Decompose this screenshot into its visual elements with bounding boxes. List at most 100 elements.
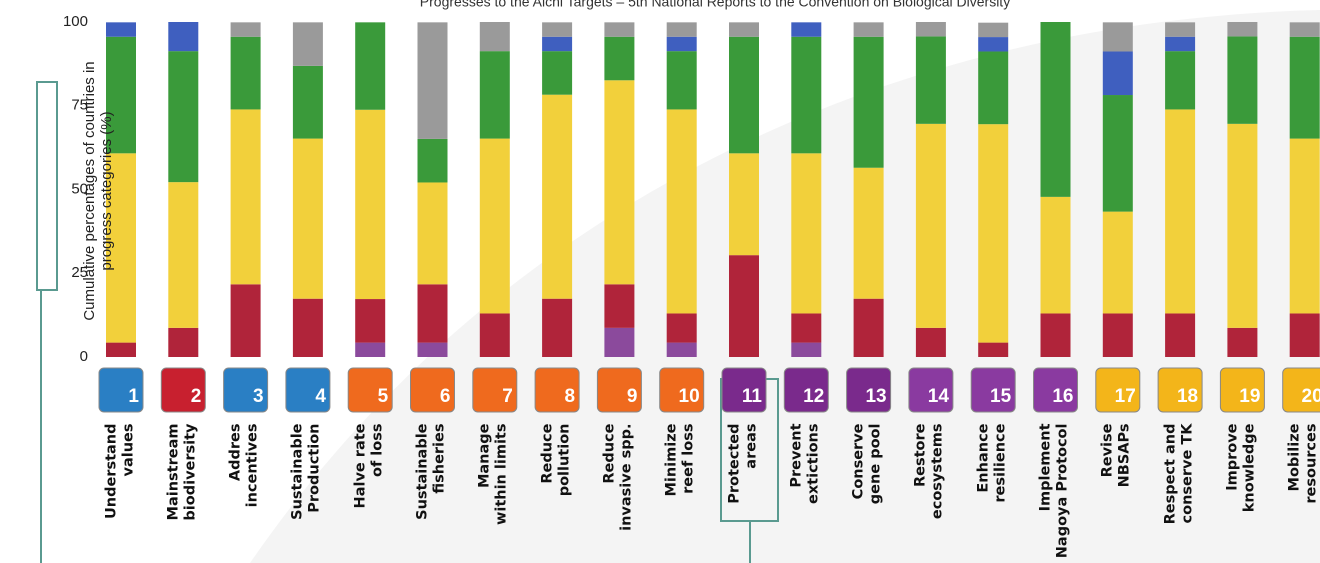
bar-segment (418, 182, 448, 284)
target-icon: 6 (411, 368, 455, 412)
bar-segment (916, 22, 946, 36)
target-icon: 11 (722, 368, 766, 412)
bar-segment (729, 37, 759, 154)
bar-segment (604, 328, 634, 357)
x-tick-label: Reduce invasive spp. (601, 423, 637, 563)
x-tick-label: Halve rate of loss (352, 423, 388, 563)
icon-number: 6 (440, 386, 451, 407)
bar-segment (1227, 328, 1257, 357)
bar-segment (231, 109, 261, 284)
target-icon: 2 (161, 368, 205, 412)
bar-segment (1165, 51, 1195, 109)
bar-segment (1103, 22, 1133, 51)
bar-segment (542, 95, 572, 299)
bar-segment (1165, 22, 1195, 36)
bar-segment (231, 37, 261, 110)
bar-segment (854, 299, 884, 357)
bar-segment (729, 255, 759, 357)
bar-segment (542, 37, 572, 51)
y-tick-label: 0 (80, 348, 88, 365)
icon-number: 2 (191, 386, 202, 407)
bar-segment (1290, 22, 1320, 36)
target-icon: 9 (597, 368, 641, 412)
bar-segment (293, 139, 323, 299)
target-icon: 14 (909, 368, 953, 412)
bar-segment (1227, 22, 1257, 36)
target-icon: 10 (660, 368, 704, 412)
target-icon: 17 (1096, 368, 1140, 412)
bar-segment (667, 22, 697, 36)
bar-segment (854, 22, 884, 36)
x-tick-label: Respect and conserve TK (1162, 423, 1198, 563)
target-icon: 15 (971, 368, 1015, 412)
x-tick-label: Protected areas (726, 423, 762, 563)
bar-segment (729, 153, 759, 255)
bar-segment (1103, 95, 1133, 212)
bar-segment (542, 299, 572, 357)
chart-title: Progresses to the Aichi Targets – 5th Na… (420, 0, 1010, 10)
bar-segment (355, 110, 385, 299)
bar-segment (916, 328, 946, 357)
bar-segment (355, 343, 385, 357)
page: Progresses to the Aichi Targets – 5th Na… (0, 0, 1320, 563)
icon-number: 10 (679, 386, 700, 407)
y-tick-label: 100 (63, 13, 88, 30)
bar-segment (480, 22, 510, 51)
bar-segment (916, 36, 946, 123)
icon-number: 18 (1177, 386, 1198, 407)
bar-segment (418, 343, 448, 357)
bar-segment (293, 22, 323, 66)
bar-segment (542, 22, 572, 36)
target-icon: 18 (1158, 368, 1202, 412)
bar-segment (1041, 22, 1071, 197)
x-tick-label: Restore ecosystems (913, 423, 949, 563)
target-icon: 19 (1220, 368, 1264, 412)
icon-number: 8 (565, 386, 576, 407)
x-tick-label: Prevent extictions (788, 423, 824, 563)
highlight-box (37, 82, 57, 290)
bar-segment (1103, 212, 1133, 314)
bar-segment (667, 343, 697, 357)
x-tick-label: Sustainable Production (290, 423, 326, 563)
x-tick-label: Minimize reef loss (664, 423, 700, 563)
x-tick-label: Reduce pollution (539, 423, 575, 563)
bar-segment (667, 109, 697, 313)
target-icon: 20 (1283, 368, 1320, 412)
icon-number: 9 (627, 386, 638, 407)
bar-segment (667, 313, 697, 342)
x-tick-label: Improve knowledge (1224, 423, 1260, 563)
bar-segment (168, 22, 198, 51)
bar-segment (978, 51, 1008, 124)
x-tick-label: Implement Nagoya Protocol (1038, 423, 1074, 563)
x-tick-label: Revise NBSAPs (1100, 423, 1136, 563)
target-icon: 12 (784, 368, 828, 412)
bar-segment (791, 22, 821, 36)
bar-segment (604, 284, 634, 328)
icon-number: 17 (1115, 386, 1136, 407)
bar-segment (1290, 139, 1320, 314)
icon-number: 5 (378, 386, 389, 407)
x-tick-label: Mobilize resources (1287, 423, 1320, 563)
bar-segment (916, 124, 946, 328)
x-tick-label: Mainstream biodiversity (165, 423, 201, 563)
bar-segment (1165, 109, 1195, 313)
bar-segment (293, 299, 323, 357)
icon-number: 7 (502, 386, 513, 407)
bar-segment (1041, 313, 1071, 357)
bar-segment (355, 22, 385, 109)
icon-number: 4 (315, 386, 326, 407)
bar-segment (168, 51, 198, 182)
bar-segment (168, 182, 198, 328)
bar-segment (978, 23, 1008, 37)
y-axis-label: Cumulative percentages of countries in p… (81, 36, 117, 346)
icon-number: 20 (1302, 386, 1320, 407)
bar-segment (1041, 197, 1071, 314)
icon-number: 13 (865, 386, 886, 407)
target-icon: 4 (286, 368, 330, 412)
icon-number: 14 (928, 386, 950, 407)
bar-segment (1290, 313, 1320, 357)
icon-number: 16 (1052, 386, 1073, 407)
bar-segment (667, 37, 697, 51)
bar-segment (480, 139, 510, 314)
icon-number: 15 (990, 386, 1012, 407)
